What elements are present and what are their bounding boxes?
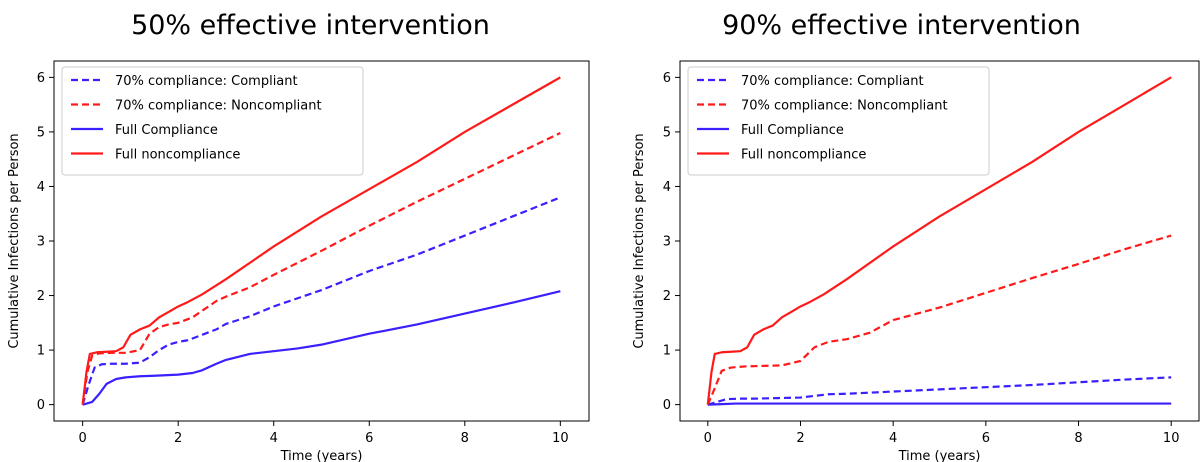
y-tick-label: 1 <box>37 344 45 359</box>
x-axis-label: Time (years) <box>898 449 981 462</box>
legend-label: Full Compliance <box>741 123 844 138</box>
series-line-0 <box>707 376 1172 406</box>
x-tick-label: 2 <box>174 431 182 446</box>
x-tick-label: 2 <box>796 431 804 446</box>
legend-label: 70% compliance: Noncompliant <box>115 99 322 114</box>
x-axis-label: Time (years) <box>280 449 363 462</box>
y-tick-label: 0 <box>663 398 671 413</box>
series-line-2 <box>82 290 561 406</box>
y-tick-label: 3 <box>37 235 45 250</box>
series-line-3 <box>706 76 1172 405</box>
y-tick-label: 3 <box>663 235 671 250</box>
legend-label: 70% compliance: Compliant <box>115 74 298 89</box>
y-tick-label: 5 <box>37 125 45 140</box>
legend-box <box>61 66 364 176</box>
series-line-1 <box>706 234 1172 406</box>
x-tick-label: 4 <box>889 431 897 446</box>
y-axis-label: Cumulative Infections per Person <box>632 133 647 348</box>
legend-label: 70% compliance: Compliant <box>741 74 924 89</box>
legend-label: 70% compliance: Noncompliant <box>741 99 948 114</box>
x-tick-label: 8 <box>1074 431 1082 446</box>
y-tick-label: 4 <box>37 180 45 195</box>
x-tick-label: 6 <box>365 431 373 446</box>
y-tick-label: 0 <box>37 398 45 413</box>
series-line-3 <box>81 76 561 405</box>
x-tick-label: 6 <box>982 431 990 446</box>
legend-label: Full noncompliance <box>741 148 866 163</box>
y-tick-label: 2 <box>663 289 671 304</box>
y-tick-label: 6 <box>663 71 671 86</box>
y-tick-label: 4 <box>663 180 671 195</box>
legend-label: Full noncompliance <box>115 148 240 163</box>
series-line-0 <box>81 196 561 405</box>
legend-box <box>687 66 990 176</box>
x-tick-label: 0 <box>704 431 712 446</box>
x-tick-label: 10 <box>552 431 569 446</box>
legend: 70% compliance: Compliant 70% compliance:… <box>687 66 990 176</box>
series-group <box>81 76 561 406</box>
chart-title: 90% effective intervention <box>722 10 1081 41</box>
x-tick-label: 0 <box>79 431 87 446</box>
series-line-2 <box>707 402 1172 406</box>
chart-title: 50% effective intervention <box>131 10 490 41</box>
x-tick-label: 4 <box>270 431 278 446</box>
legend-label: Full Compliance <box>115 123 218 138</box>
y-axis-label: Cumulative Infections per Person <box>7 133 22 348</box>
y-tick-label: 5 <box>663 125 671 140</box>
y-tick-label: 2 <box>37 289 45 304</box>
x-tick-label: 10 <box>1163 431 1180 446</box>
chart-panel-50: 50% effective intervention 0 2 4 6 8 10 0 1 2 3 4 5… <box>7 10 590 462</box>
legend: 70% compliance: Compliant 70% compliance:… <box>61 66 364 176</box>
series-group <box>706 76 1172 406</box>
chart-panel-90: 90% effective intervention 0 2 4 6 8 10 0 1 2 3 4 5… <box>601 0 1202 462</box>
y-tick-label: 1 <box>663 344 671 359</box>
x-tick-label: 8 <box>461 431 469 446</box>
y-tick-label: 6 <box>37 71 45 86</box>
